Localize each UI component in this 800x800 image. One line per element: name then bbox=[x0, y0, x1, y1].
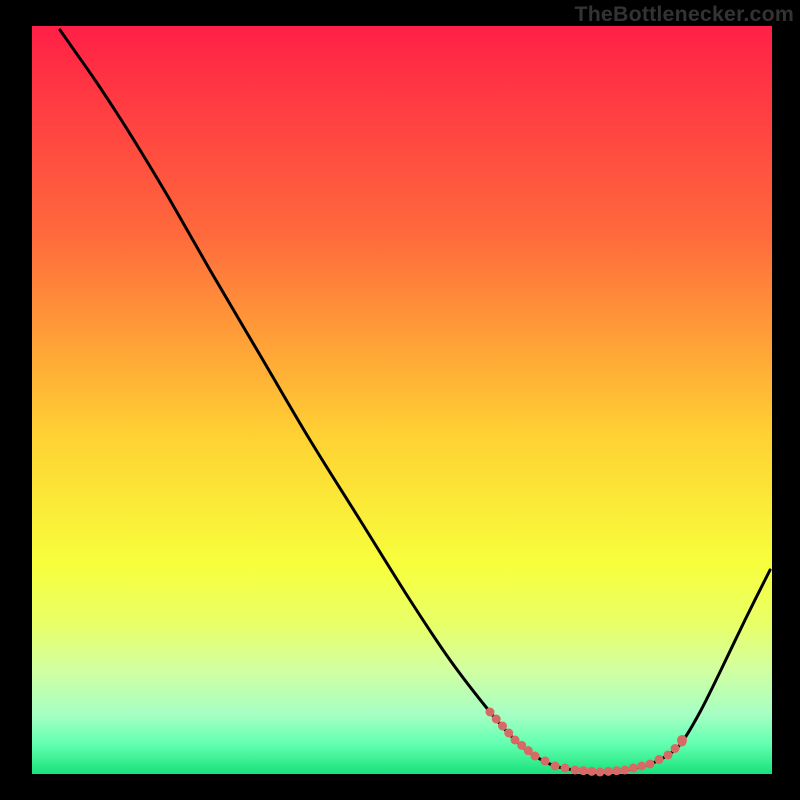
optimal-range-dot bbox=[504, 729, 513, 738]
chart-stage: TheBottlenecker.com bbox=[0, 0, 800, 800]
optimal-range-dot bbox=[498, 722, 507, 731]
optimal-range-dot bbox=[561, 764, 570, 773]
gradient-plot-area bbox=[32, 26, 772, 774]
optimal-range-dot bbox=[646, 760, 655, 769]
optimal-range-dot bbox=[541, 757, 550, 766]
optimal-range-dot bbox=[621, 766, 630, 775]
watermark-text: TheBottlenecker.com bbox=[574, 2, 794, 27]
optimal-range-dot bbox=[531, 752, 540, 761]
optimal-range-dot bbox=[671, 744, 680, 753]
bottleneck-curve-chart bbox=[0, 0, 800, 800]
optimal-range-dot bbox=[486, 708, 495, 717]
optimal-range-dot bbox=[587, 767, 596, 776]
optimal-range-dot bbox=[604, 767, 613, 776]
optimal-range-end-dot bbox=[677, 735, 687, 745]
optimal-range-dot bbox=[579, 766, 588, 775]
optimal-range-dot bbox=[655, 755, 664, 764]
optimal-range-dot bbox=[637, 762, 646, 771]
optimal-range-dot bbox=[629, 764, 638, 773]
optimal-range-dot bbox=[492, 715, 501, 724]
optimal-range-dot bbox=[571, 766, 580, 775]
optimal-range-dot bbox=[664, 751, 673, 760]
optimal-range-dot bbox=[612, 766, 621, 775]
optimal-range-dot bbox=[551, 762, 560, 771]
optimal-range-dot bbox=[596, 768, 605, 777]
